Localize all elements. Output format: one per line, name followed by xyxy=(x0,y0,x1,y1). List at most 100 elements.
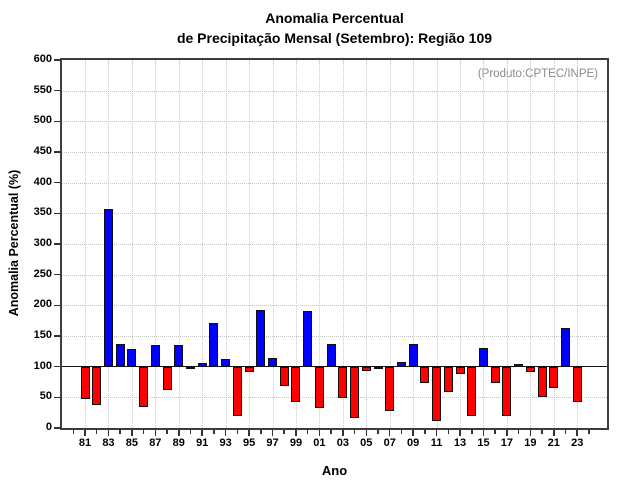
bar xyxy=(80,366,90,399)
x-tick xyxy=(224,428,227,436)
x-tick xyxy=(260,428,262,434)
x-tick xyxy=(248,428,250,436)
bar xyxy=(561,328,571,367)
h-gridline xyxy=(62,244,607,245)
x-tick xyxy=(283,428,285,434)
bar xyxy=(314,366,324,409)
bar xyxy=(420,366,430,384)
x-tick xyxy=(517,428,520,434)
bar xyxy=(338,366,348,398)
x-tick xyxy=(471,428,473,434)
x-tick xyxy=(400,428,403,434)
chart-subtitle: de Precipitação Mensal (Setembro): Regiã… xyxy=(176,30,493,46)
bar xyxy=(92,366,102,405)
x-tick-label: 17 xyxy=(500,437,514,449)
v-gridline xyxy=(530,60,532,428)
y-tick xyxy=(54,304,60,307)
x-tick-label: 99 xyxy=(289,437,303,449)
v-gridline xyxy=(506,60,508,428)
v-gridline xyxy=(436,60,438,428)
x-axis-title: Ano xyxy=(321,463,348,478)
x-tick-label: 15 xyxy=(477,437,490,449)
bar-chart-plot-area: 0 50 100 150 200 250 300 350 400 450 500 550 600 81 83… xyxy=(34,53,609,449)
bar xyxy=(174,345,184,367)
v-gridline xyxy=(366,60,368,428)
bar xyxy=(525,366,535,373)
bar xyxy=(232,366,242,416)
x-tick-label: 03 xyxy=(336,437,349,449)
v-gridline xyxy=(342,60,344,428)
bar xyxy=(103,209,113,367)
x-tick xyxy=(131,428,133,436)
x-tick xyxy=(142,428,145,434)
x-tick xyxy=(201,428,203,436)
x-tick xyxy=(482,428,485,436)
x-tick xyxy=(388,428,391,436)
bar xyxy=(432,366,442,421)
x-tick xyxy=(236,428,239,434)
y-tick-label: 250 xyxy=(33,267,52,280)
y-tick-label: 450 xyxy=(33,145,52,157)
x-tick xyxy=(412,428,414,436)
bar xyxy=(197,362,207,367)
bar xyxy=(455,366,465,375)
y-tick xyxy=(54,365,60,368)
h-gridline xyxy=(62,397,607,399)
x-tick-label: 97 xyxy=(266,437,279,449)
h-gridline xyxy=(62,336,607,337)
y-tick-label: 350 xyxy=(33,206,52,219)
h-gridline xyxy=(62,274,607,276)
x-tick-label: 83 xyxy=(102,437,115,449)
v-gridline xyxy=(413,60,415,428)
bar xyxy=(127,349,137,367)
x-tick xyxy=(365,428,368,436)
bar xyxy=(467,366,477,416)
x-tick-label: 81 xyxy=(78,437,92,449)
bar xyxy=(326,343,336,367)
x-tick-label: 07 xyxy=(383,437,396,449)
v-gridline xyxy=(131,60,133,428)
bar xyxy=(373,366,383,369)
x-tick xyxy=(377,428,379,434)
x-tick xyxy=(553,428,555,436)
y-tick-label: 200 xyxy=(33,298,52,311)
x-tick xyxy=(529,428,532,436)
y-tick-label: 100 xyxy=(33,359,52,372)
x-tick xyxy=(342,428,344,436)
y-tick xyxy=(54,89,60,92)
bar xyxy=(490,366,500,384)
y-tick xyxy=(54,243,60,245)
v-gridline xyxy=(460,60,462,428)
bar xyxy=(162,366,172,390)
h-gridline xyxy=(62,90,607,92)
y-tick xyxy=(54,212,60,215)
bar xyxy=(303,311,313,367)
bar xyxy=(361,366,371,371)
bar xyxy=(537,366,547,397)
h-gridline xyxy=(62,182,607,184)
bar xyxy=(514,364,524,367)
v-gridline xyxy=(225,60,227,428)
bar xyxy=(572,366,582,403)
x-tick-label: 91 xyxy=(196,437,209,449)
x-tick xyxy=(459,428,461,436)
v-gridline xyxy=(389,60,391,428)
y-tick-label: 600 xyxy=(33,53,52,65)
y-tick xyxy=(54,59,60,61)
bar xyxy=(396,361,406,367)
v-gridline xyxy=(85,60,86,428)
bar xyxy=(478,347,488,367)
h-gridline xyxy=(62,305,607,307)
v-gridline xyxy=(178,60,180,428)
x-tick-label: 13 xyxy=(453,437,467,449)
x-tick xyxy=(424,428,426,434)
bar xyxy=(268,358,278,367)
h-gridline xyxy=(62,213,607,215)
y-tick xyxy=(54,151,60,153)
v-gridline xyxy=(553,60,555,428)
x-tick-label: 89 xyxy=(172,437,185,449)
x-tick xyxy=(84,428,86,436)
x-tick-label: 11 xyxy=(430,437,443,449)
x-tick xyxy=(506,428,508,436)
